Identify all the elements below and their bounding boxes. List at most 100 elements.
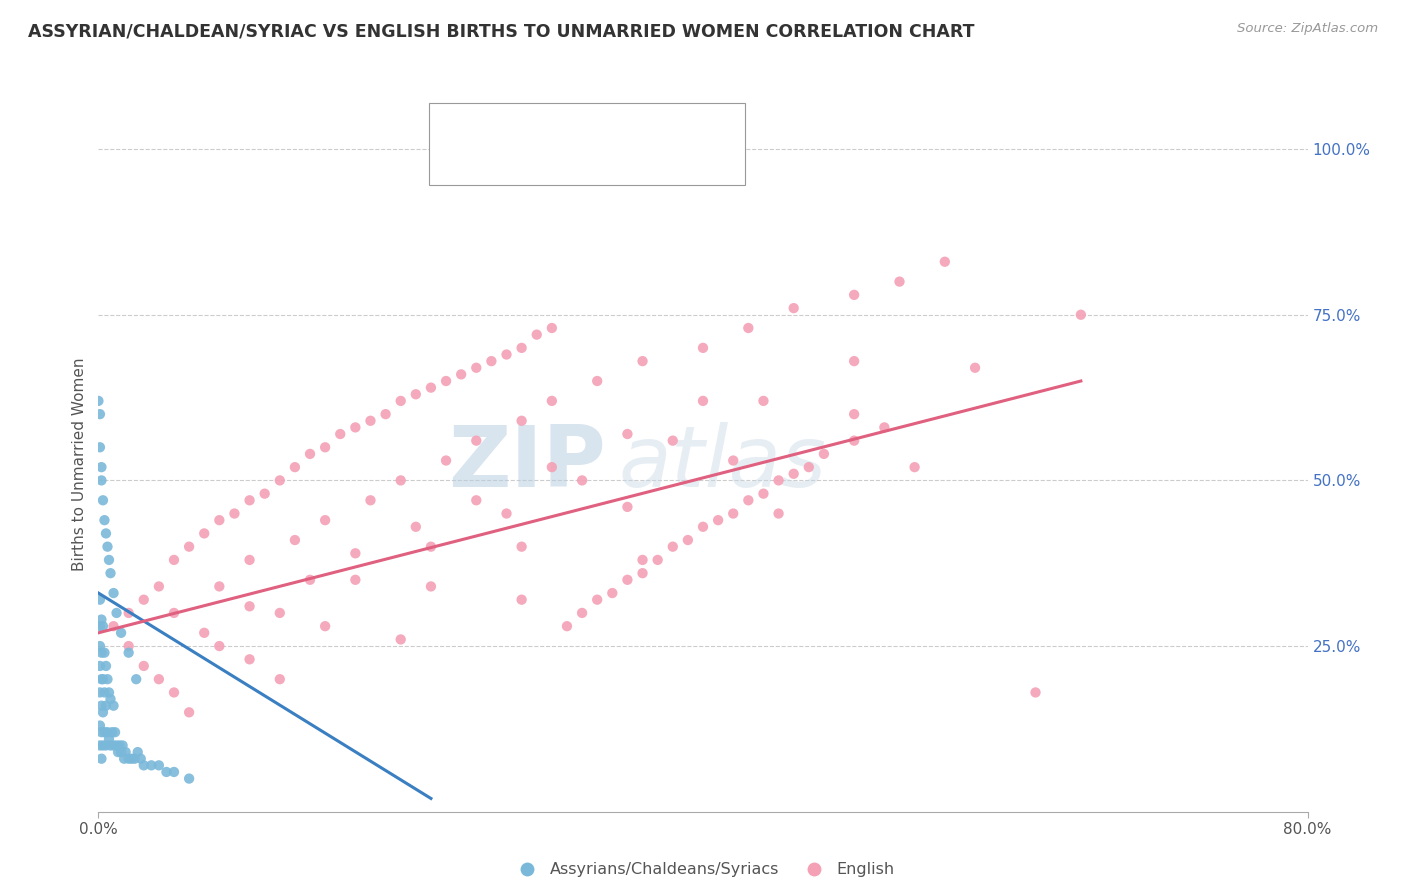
Point [89, 685, 111, 699]
Point [103, 586, 125, 600]
Point [89, 718, 111, 732]
Point [360, 493, 382, 508]
Point [420, 579, 443, 593]
Point [121, 752, 143, 766]
Point [844, 354, 866, 368]
Point [101, 725, 124, 739]
Point [737, 493, 759, 508]
Point [465, 493, 488, 508]
Y-axis label: Births to Unmarried Women: Births to Unmarried Women [72, 357, 87, 571]
Point [389, 632, 412, 647]
Point [314, 440, 336, 454]
Point [495, 507, 517, 521]
Point [1024, 685, 1046, 699]
Point [737, 321, 759, 335]
Point [148, 758, 170, 772]
Point [127, 745, 149, 759]
Point [111, 739, 134, 753]
Point [148, 579, 170, 593]
Point [299, 447, 322, 461]
Text: -0.389: -0.389 [524, 122, 582, 136]
Text: Source: ZipAtlas.com: Source: ZipAtlas.com [1237, 22, 1378, 36]
Point [93, 513, 115, 527]
Point [118, 646, 141, 660]
Point [90, 460, 112, 475]
Point [96, 725, 118, 739]
Point [889, 275, 911, 289]
Point [692, 341, 714, 355]
Point [129, 752, 152, 766]
Point [179, 540, 201, 554]
Point [163, 685, 186, 699]
Point [692, 393, 714, 408]
Point [90, 698, 112, 713]
Point [114, 745, 136, 759]
Point [662, 540, 685, 554]
Point [100, 566, 122, 581]
Point [90, 613, 112, 627]
Text: R =: R = [482, 122, 517, 136]
Point [540, 321, 562, 335]
Point [103, 698, 125, 713]
Point [208, 639, 231, 653]
Point [934, 254, 956, 268]
Point [94, 526, 117, 541]
Point [105, 739, 128, 753]
Point [90, 672, 112, 686]
Point [110, 625, 132, 640]
Point [344, 573, 367, 587]
Point [752, 486, 775, 500]
Point [783, 301, 806, 315]
Point [89, 619, 111, 633]
Point [91, 739, 114, 753]
Point [405, 387, 427, 401]
Point [389, 474, 412, 488]
Point [844, 407, 866, 421]
Point [420, 540, 443, 554]
Point [239, 652, 262, 666]
Point [91, 706, 114, 720]
Point [602, 586, 624, 600]
Point [797, 460, 820, 475]
Point [465, 360, 488, 375]
Point [208, 579, 231, 593]
Point [631, 566, 654, 581]
Point [110, 745, 132, 759]
Point [118, 639, 141, 653]
Point [647, 553, 669, 567]
Point [723, 453, 745, 467]
Point [155, 764, 177, 779]
Point [616, 500, 638, 514]
Point [269, 606, 291, 620]
Point [179, 772, 201, 786]
Text: 0.343: 0.343 [524, 160, 581, 174]
Point [269, 672, 291, 686]
Point [540, 393, 562, 408]
Point [141, 758, 163, 772]
Point [91, 493, 114, 508]
Point [465, 434, 488, 448]
Point [96, 540, 118, 554]
Point [163, 553, 186, 567]
Point [707, 513, 730, 527]
Point [481, 354, 503, 368]
Legend: Assyrians/Chaldeans/Syriacs, English: Assyrians/Chaldeans/Syriacs, English [505, 856, 901, 884]
Point [107, 745, 129, 759]
Point [98, 553, 121, 567]
Point [586, 374, 609, 388]
Point [94, 659, 117, 673]
Point [98, 685, 121, 699]
Point [284, 460, 307, 475]
Text: N =: N = [609, 122, 645, 136]
Point [434, 374, 457, 388]
Point [91, 672, 114, 686]
Point [450, 368, 472, 382]
Point [100, 692, 122, 706]
Point [752, 393, 775, 408]
Point [89, 739, 111, 753]
Point [103, 739, 125, 753]
Point [239, 493, 262, 508]
Point [239, 599, 262, 614]
Point [105, 606, 128, 620]
Point [118, 752, 141, 766]
